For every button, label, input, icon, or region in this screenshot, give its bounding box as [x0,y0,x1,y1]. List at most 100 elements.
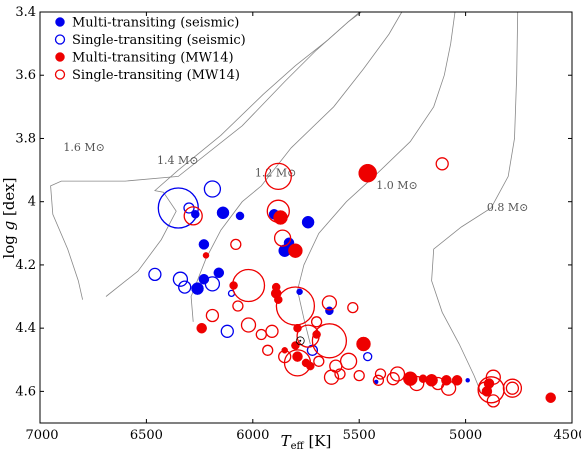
legend-label-1: Single-transiting (seismic) [72,33,246,48]
track-line-1.0 [297,12,456,345]
series-3-point-9 [232,300,244,312]
series-0-point-14 [465,378,470,383]
series-3-point-0 [264,162,292,191]
legend-marker-0 [55,17,65,27]
series-3-point-31 [409,375,425,392]
y-tick-label-0: 3.4 [15,5,36,20]
series-3-point-14 [255,328,267,341]
series-3-point-7 [205,308,220,323]
x-axis-ticks: 7000 6500 6000 5500 5000 4500 [25,12,581,443]
track-labels: 1.6 M⊙1.4 M⊙1.2 M⊙1.0 M⊙0.8 M⊙ [63,141,528,214]
sun-circle [295,336,305,346]
series-3-point-10 [321,295,338,311]
series-2-point-14 [292,351,303,362]
series-0-point-4 [301,215,315,229]
series-1-point-5 [178,280,192,294]
series-3-point-33 [440,380,457,396]
track-label-1: 1.4 M⊙ [157,154,198,167]
series-3-point-5 [230,238,242,251]
legend-label-3: Single-transiting (MW14) [72,68,240,83]
series-3-point-23 [339,352,358,370]
y-tick-label-2: 3.8 [15,131,36,146]
series-1-point-10 [363,351,373,362]
evolutionary-tracks [50,12,519,392]
series-0-point-7 [198,239,210,250]
track-line-1.4 [105,12,361,297]
y-tick-label-4: 4.2 [15,258,36,273]
series-0-point-10 [191,282,204,295]
series-3-point-25 [353,369,365,382]
series-3-point-37 [502,378,523,398]
series-3-point-30 [386,372,400,386]
series-0-point-1 [216,206,230,220]
track-line-1.2 [190,12,403,322]
series-0-point-2 [235,211,245,221]
legend-marker-1 [54,34,66,45]
series-3-point-26 [323,369,340,385]
y-tick-label-3: 4 [28,195,36,210]
series-3-point-13 [310,316,323,328]
x-tick-label-1: 6500 [130,428,163,443]
series-2-point-0 [358,163,377,183]
data-points [148,157,556,408]
legend: Multi-transiting (seismic) Single-transit… [54,16,246,83]
plot-frame [39,11,573,424]
series-3-point-16 [296,324,320,348]
series-3-point-11 [347,301,359,314]
series-1-point-2 [203,180,222,198]
series-3-point-15 [265,324,279,338]
y-tick-label-5: 4.4 [15,321,36,336]
series-2-point-21 [451,375,463,386]
series-3-point-20 [283,349,312,377]
track-line-0.8 [431,12,519,392]
track-label-0: 1.6 M⊙ [63,141,104,154]
y-tick-label-6: 4.6 [15,384,36,399]
x-tick-label-0: 7000 [25,428,58,443]
track-label-4: 0.8 M⊙ [487,201,528,214]
legend-label-2: Multi-transiting (MW14) [72,51,234,66]
series-0-point-8 [213,267,225,279]
series-3-point-4 [273,229,292,247]
series-2-point-11 [356,336,371,352]
legend-marker-3 [54,69,66,80]
series-2-point-8 [196,322,207,334]
x-tick-label-5: 4500 [553,428,581,443]
series-3-point-8 [240,317,257,333]
series-3-point-39 [486,394,500,408]
series-2-point-2 [288,243,303,258]
x-tick-label-3: 5500 [343,428,376,443]
y-axis-ticks: 3.4 3.6 3.8 4 4.2 4.4 4.6 [15,5,572,399]
sun-symbol [295,336,305,346]
series-1-point-0 [157,187,199,229]
series-3-point-21 [313,355,325,367]
series-2-point-12 [291,341,300,350]
series-3-point-6 [231,268,266,303]
y-tick-label-1: 3.6 [15,68,36,83]
series-3-point-28 [372,374,385,386]
x-tick-label-2: 6000 [236,428,269,443]
series-1-point-8 [220,324,234,338]
series-3-point-27 [374,368,387,380]
series-3-point-12 [275,286,316,326]
track-line-1.6 [50,12,363,300]
series-1-point-6 [204,276,221,292]
series-3-point-38 [505,381,520,395]
track-label-3: 1.0 M⊙ [376,179,417,192]
series-3-point-18 [262,344,274,356]
series-0-point-11 [325,306,334,316]
series-2-point-4 [229,281,238,290]
x-axis-title: Teff [K] [281,432,332,451]
legend-marker-2 [55,52,65,62]
series-1-point-1 [183,202,195,214]
series-2-point-19 [425,374,438,387]
series-3-point-17 [311,323,348,359]
series-0-point-12 [296,288,303,296]
series-1-point-4 [172,271,189,287]
series-3-point-3 [266,199,290,223]
series-3-point-1 [435,157,449,171]
series-3-point-24 [334,368,346,380]
y-axis-title: log g [dex] [0,177,18,258]
series-1-point-3 [148,267,162,282]
x-tick-label-4: 5000 [449,428,482,443]
